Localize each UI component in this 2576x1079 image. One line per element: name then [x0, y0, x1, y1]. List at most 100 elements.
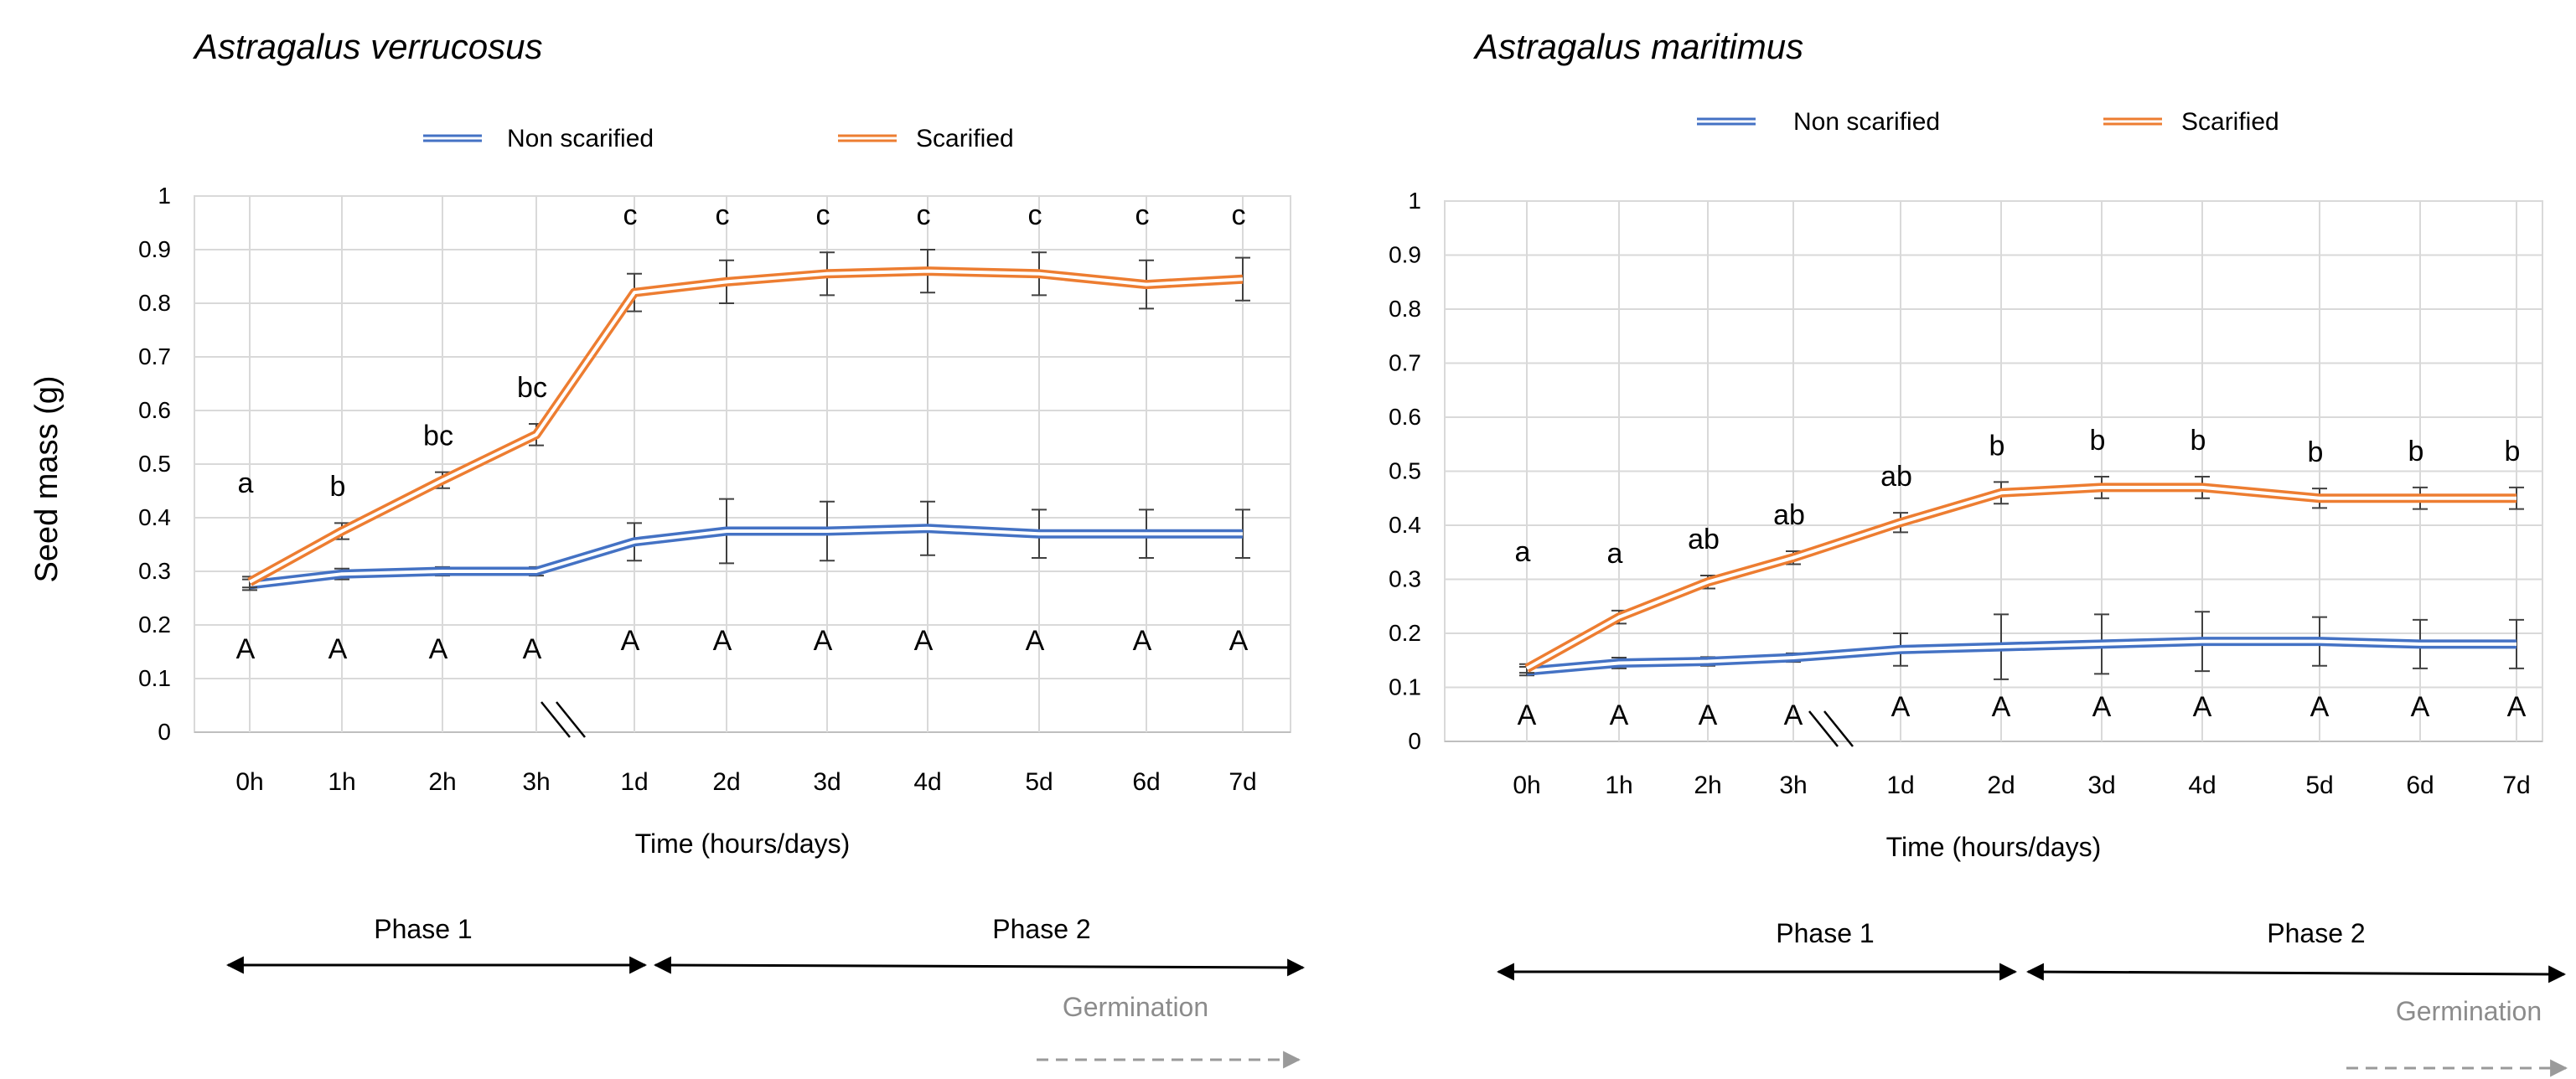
significance-letter-lower: b: [2090, 425, 2106, 457]
y-tick-label: 0.1: [1389, 674, 1421, 700]
axis-break-mark: [541, 701, 571, 738]
germination-label: Germination: [2396, 996, 2542, 1026]
chart-title: Astragalus verrucosus: [192, 27, 543, 66]
x-tick-label: 1d: [1886, 772, 1914, 799]
significance-letter-upper: A: [1784, 700, 1803, 731]
significance-letter-lower: b: [2408, 436, 2424, 467]
phase-2-label: Phase 2: [2267, 918, 2365, 948]
significance-letter-lower: c: [716, 199, 730, 231]
x-tick-label: 3h: [522, 768, 550, 796]
significance-letter-upper: A: [2507, 691, 2527, 723]
y-tick-label: 1: [158, 183, 171, 209]
series-line-inner: [249, 526, 1243, 586]
y-tick-label: 0.9: [1389, 242, 1421, 268]
phase-1-label: Phase 1: [374, 914, 472, 944]
series-line-inner: [1526, 639, 2517, 674]
x-tick-label: 5d: [1025, 768, 1053, 796]
significance-letter-upper: A: [1026, 625, 1045, 657]
x-tick-label: 4d: [913, 768, 941, 796]
significance-letter-lower: c: [1028, 199, 1042, 231]
significance-letter-lower: ab: [1880, 461, 1912, 493]
series-line: [249, 524, 1243, 590]
y-tick-label: 0.4: [138, 504, 171, 530]
significance-letter-upper: A: [1891, 691, 1911, 723]
significance-letter-lower: a: [1515, 536, 1531, 568]
x-tick-label: 6d: [1132, 768, 1160, 796]
significance-letter-lower: ab: [1688, 524, 1720, 555]
legend-label: Non scarified: [1793, 108, 1940, 136]
significance-letter-lower: ab: [1773, 499, 1805, 531]
significance-letter-upper: A: [914, 625, 934, 657]
y-tick-label: 0: [1408, 728, 1421, 754]
y-tick-label: 0.2: [1389, 620, 1421, 646]
x-tick-label: 1h: [328, 768, 355, 796]
significance-letter-lower: c: [1135, 199, 1150, 231]
x-axis-title: Time (hours/days): [1886, 832, 2102, 862]
x-tick-label: 3d: [813, 768, 841, 796]
y-tick-label: 0.6: [138, 397, 171, 423]
chart-panel-2: 0 0.1 0.2 0.3 0.4 0.5 0.6 0.7 0.8 0.9 1 0h 1h 2h 3h 1d 2…: [1389, 27, 2568, 1077]
significance-letter-upper: A: [328, 633, 348, 665]
y-tick-label: 0.1: [138, 665, 171, 691]
x-tick-label: 1h: [1605, 772, 1632, 799]
x-tick-label: 4d: [2188, 772, 2216, 799]
series-line-inner: [1526, 485, 2517, 670]
significance-letter-lower: a: [1607, 538, 1623, 570]
y-tick-label: 0.2: [138, 612, 171, 638]
chart-panel-1: 0 0.1 0.2 0.3 0.4 0.5 0.6 0.7 0.8 0.9 1 0h 1h 2h 3h 1d 2…: [138, 27, 1306, 1069]
y-tick-label: 0.8: [138, 290, 171, 316]
y-tick-label: 0.7: [138, 343, 171, 369]
significance-letter-lower: bc: [423, 421, 453, 452]
charts-root: 0 0.1 0.2 0.3 0.4 0.5 0.6 0.7 0.8 0.9 1 0h 1h 2h 3h 1d 2…: [138, 27, 2568, 1077]
significance-letter-upper: A: [713, 625, 732, 657]
x-tick-label: 5d: [2305, 772, 2333, 799]
x-tick-label: 2h: [428, 768, 456, 796]
series-line-inner: [249, 269, 1244, 584]
phase-2-arrow: [653, 956, 1306, 977]
legend-label: Scarified: [2181, 108, 2279, 136]
significance-letter-lower: b: [2505, 436, 2521, 467]
axis-break-mark: [1823, 710, 1854, 747]
significance-letter-upper: A: [429, 633, 448, 665]
y-tick-label: 0.5: [1389, 458, 1421, 484]
x-tick-label: 0h: [1513, 772, 1540, 799]
legend-label: Scarified: [916, 125, 1014, 152]
significance-letter-lower: c: [816, 199, 830, 231]
y-tick-label: 0.5: [138, 451, 171, 477]
x-tick-label: 1d: [620, 768, 648, 796]
axis-break-mark: [556, 701, 586, 738]
significance-letter-lower: b: [330, 471, 346, 503]
x-tick-label: 2d: [712, 768, 740, 796]
significance-letter-upper: A: [2411, 691, 2430, 723]
significance-letter-upper: A: [1229, 625, 1249, 657]
significance-letter-upper: A: [236, 633, 256, 665]
significance-letter-upper: A: [1992, 691, 2011, 723]
significance-letter-lower: b: [1989, 430, 2005, 462]
x-tick-label: 0h: [235, 768, 263, 796]
significance-letter-upper: A: [1610, 700, 1629, 731]
x-tick-label: 2h: [1694, 772, 1721, 799]
y-tick-label: 0.8: [1389, 296, 1421, 322]
significance-letter-upper: A: [2193, 691, 2212, 723]
y-tick-label: 0.9: [138, 236, 171, 262]
chart-title: Astragalus maritimus: [1472, 27, 1803, 66]
y-tick-label: 0.7: [1389, 350, 1421, 376]
significance-letter-upper: A: [1699, 700, 1718, 731]
y-tick-label: 0.4: [1389, 512, 1421, 538]
phase-1-label: Phase 1: [1776, 918, 1874, 948]
y-tick-label: 1: [1408, 188, 1421, 214]
significance-letter-upper: A: [523, 633, 542, 665]
x-axis-title: Time (hours/days): [635, 829, 851, 859]
y-tick-label: 0: [158, 719, 171, 745]
significance-letter-upper: A: [1518, 700, 1537, 731]
significance-letter-upper: A: [621, 625, 640, 657]
significance-letter-lower: bc: [517, 372, 547, 404]
significance-letter-lower: b: [2191, 425, 2206, 457]
significance-letter-upper: A: [1133, 625, 1152, 657]
series-scarified: a a ab ab ab b b b b b b: [1515, 425, 2524, 674]
x-tick-label: 7d: [1229, 768, 1256, 796]
significance-letter-lower: a: [238, 467, 254, 499]
